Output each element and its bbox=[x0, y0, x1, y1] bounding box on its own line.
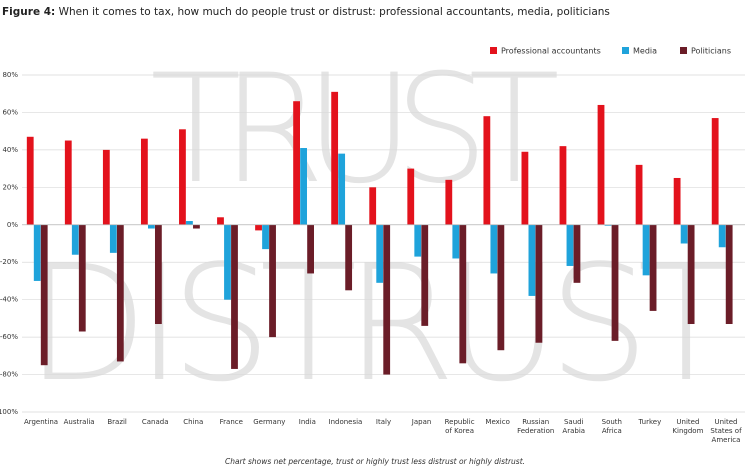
bar bbox=[383, 224, 391, 375]
bar bbox=[217, 217, 224, 225]
legend-swatch bbox=[622, 47, 629, 54]
chart-title: When it comes to tax, how much do people… bbox=[58, 6, 610, 18]
bar bbox=[414, 224, 422, 257]
legend-swatch bbox=[490, 47, 497, 54]
bar bbox=[452, 224, 460, 259]
bar bbox=[255, 224, 262, 231]
bar bbox=[459, 224, 467, 364]
bar bbox=[711, 118, 719, 225]
bar bbox=[262, 224, 269, 250]
bar bbox=[642, 224, 650, 276]
x-tick-label: South Africa bbox=[601, 418, 622, 435]
bar bbox=[445, 179, 453, 225]
bar bbox=[604, 224, 612, 226]
bar bbox=[269, 224, 276, 338]
bar bbox=[71, 224, 79, 255]
y-tick-label: 80% bbox=[2, 71, 18, 79]
y-tick-label: 40% bbox=[2, 146, 18, 154]
bar bbox=[140, 138, 148, 225]
bar bbox=[521, 151, 529, 225]
y-tick-label: -60% bbox=[0, 333, 18, 341]
x-tick-label: Russian Federation bbox=[517, 418, 555, 435]
bar bbox=[33, 224, 41, 281]
legend-label: Politicians bbox=[691, 47, 731, 56]
x-tick-label: Canada bbox=[141, 418, 169, 426]
bar bbox=[345, 224, 353, 291]
y-tick-label: 20% bbox=[2, 183, 18, 191]
bar bbox=[231, 224, 238, 369]
x-tick-label: Germany bbox=[253, 418, 286, 426]
bar bbox=[307, 224, 314, 274]
bar bbox=[535, 224, 543, 343]
x-tick-label: United States of America bbox=[710, 418, 742, 444]
bar bbox=[116, 224, 124, 362]
x-tick-label: Japan bbox=[411, 418, 432, 426]
watermark: TRUST bbox=[150, 43, 560, 217]
y-tick-label: -20% bbox=[0, 258, 18, 266]
bar bbox=[147, 224, 155, 229]
bar bbox=[407, 168, 415, 225]
x-tick-label: Turkey bbox=[638, 418, 662, 426]
bar bbox=[483, 116, 491, 225]
bar bbox=[649, 224, 657, 311]
bar bbox=[102, 149, 110, 225]
bar bbox=[421, 224, 429, 326]
bar bbox=[154, 224, 162, 325]
bar bbox=[369, 187, 377, 225]
y-tick-label: -40% bbox=[0, 296, 18, 304]
bar bbox=[26, 136, 34, 225]
bar bbox=[611, 224, 619, 341]
bar bbox=[559, 146, 567, 225]
bar bbox=[680, 224, 688, 244]
legend-label: Professional accountants bbox=[501, 47, 601, 56]
y-tick-label: 0% bbox=[7, 221, 18, 229]
bar bbox=[376, 224, 384, 283]
x-tick-label: Republic of Korea bbox=[444, 418, 475, 435]
x-tick-label: China bbox=[183, 418, 204, 426]
bar bbox=[293, 101, 300, 225]
bar bbox=[687, 224, 695, 325]
bar bbox=[40, 224, 48, 366]
x-tick-label: Australia bbox=[63, 418, 95, 426]
bar bbox=[497, 224, 505, 351]
x-tick-label: Brazil bbox=[107, 418, 127, 426]
y-tick-label: -100% bbox=[0, 408, 18, 416]
x-tick-label: Indonesia bbox=[328, 418, 363, 426]
bar bbox=[490, 224, 498, 274]
bar bbox=[78, 224, 86, 332]
y-tick-label: -80% bbox=[0, 371, 18, 379]
x-tick-label: Saudi Arabia bbox=[562, 418, 586, 435]
x-tick-label: France bbox=[219, 418, 243, 426]
x-tick-label: Italy bbox=[375, 418, 392, 426]
bar bbox=[331, 91, 339, 225]
x-tick-label: Argentina bbox=[23, 418, 59, 426]
footnote: Chart shows net percentage, trust or hig… bbox=[224, 457, 526, 466]
bar bbox=[718, 224, 726, 248]
bar bbox=[338, 153, 346, 225]
legend-swatch bbox=[680, 47, 687, 54]
bar bbox=[528, 224, 536, 296]
bar bbox=[573, 224, 581, 283]
y-tick-label: 60% bbox=[2, 108, 18, 116]
bar bbox=[193, 224, 200, 229]
bar bbox=[224, 224, 231, 300]
bar bbox=[300, 148, 307, 225]
figure-label: Figure 4: bbox=[2, 6, 56, 18]
bar bbox=[64, 140, 72, 225]
legend-label: Media bbox=[633, 47, 657, 56]
bar bbox=[186, 221, 193, 225]
bar bbox=[179, 129, 186, 225]
x-tick-label: Mexico bbox=[485, 418, 510, 426]
bar bbox=[673, 177, 681, 225]
bar bbox=[635, 164, 643, 225]
bar bbox=[725, 224, 733, 325]
x-tick-label: United Kingdom bbox=[672, 418, 704, 435]
x-tick-label: India bbox=[298, 418, 316, 426]
bar bbox=[597, 104, 605, 225]
bar bbox=[109, 224, 117, 253]
bar bbox=[566, 224, 574, 266]
title-block: Figure 4: When it comes to tax, how much… bbox=[2, 6, 610, 18]
